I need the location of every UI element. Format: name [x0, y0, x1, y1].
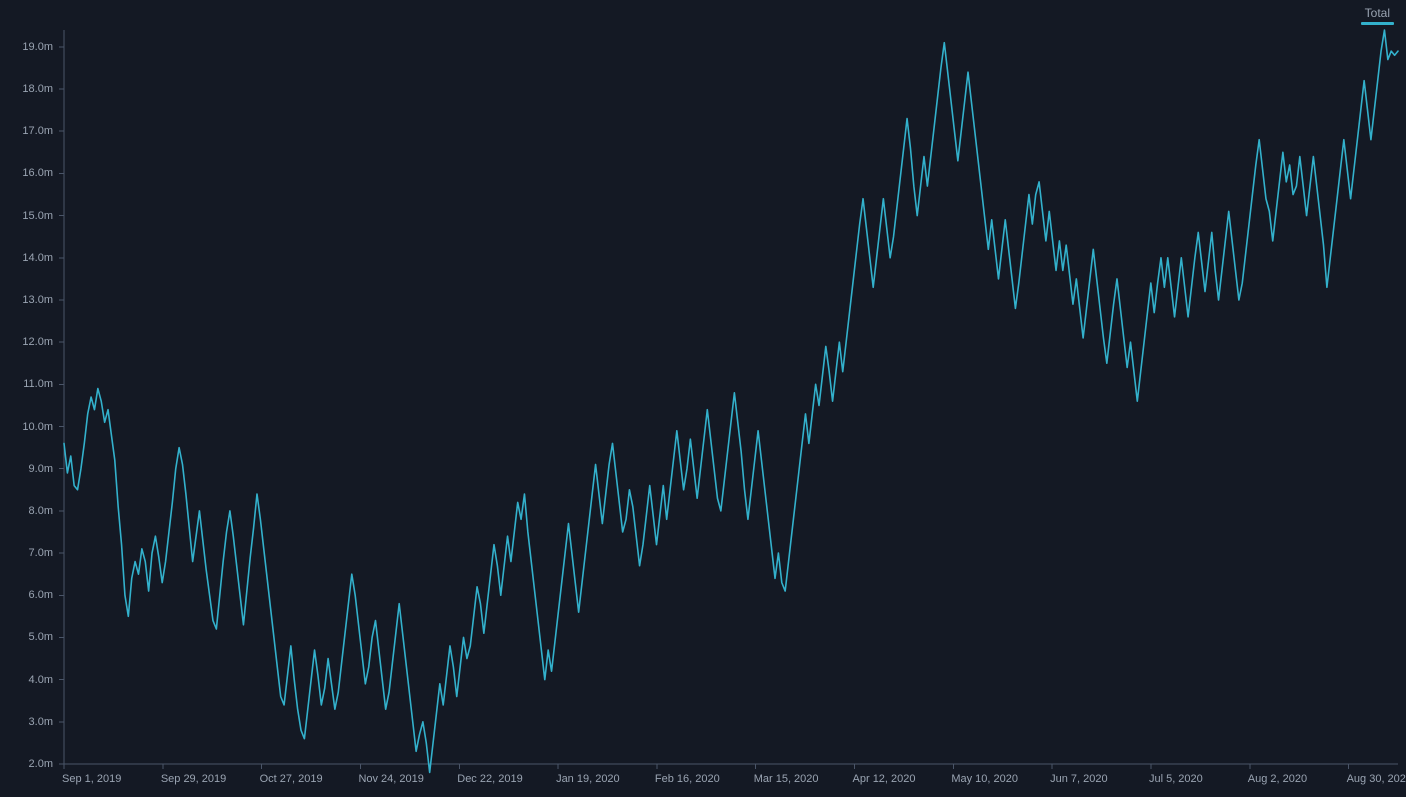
y-axis-tick-label: 7.0m — [0, 547, 53, 559]
x-axis-tick-label: Jun 7, 2020 — [1050, 773, 1108, 785]
y-axis-tick-label: 5.0m — [0, 631, 53, 643]
y-axis-tick-label: 16.0m — [0, 167, 53, 179]
x-axis-tick-label: Jul 5, 2020 — [1149, 773, 1203, 785]
y-axis-tick-label: 9.0m — [0, 463, 53, 475]
y-axis-tick-label: 10.0m — [0, 421, 53, 433]
chart-canvas — [0, 0, 1406, 797]
y-axis-tick-label: 11.0m — [0, 378, 53, 390]
timeseries-chart: Total 2.0m 3.0m 4.0m 5.0m 6.0m 7.0m 8.0m 9.0m 10… — [0, 0, 1406, 797]
y-axis-tick-label: 6.0m — [0, 589, 53, 601]
y-axis-tick-label: 19.0m — [0, 41, 53, 53]
x-axis-tick-label: May 10, 2020 — [951, 773, 1018, 785]
y-axis-tick-label: 12.0m — [0, 336, 53, 348]
x-axis-tick-label: Sep 29, 2019 — [161, 773, 226, 785]
legend-swatch — [1361, 22, 1394, 25]
y-axis-tick-label: 17.0m — [0, 125, 53, 137]
y-axis-tick-label: 14.0m — [0, 252, 53, 264]
x-axis-tick-label: Apr 12, 2020 — [853, 773, 916, 785]
chart-legend: Total — [1361, 6, 1394, 25]
x-axis-tick-label: Oct 27, 2019 — [260, 773, 323, 785]
x-axis-tick-label: Nov 24, 2019 — [358, 773, 423, 785]
y-axis-tick-label: 2.0m — [0, 758, 53, 770]
y-axis-tick-label: 18.0m — [0, 83, 53, 95]
y-axis-tick-label: 13.0m — [0, 294, 53, 306]
x-axis-tick-label: Mar 15, 2020 — [754, 773, 819, 785]
x-axis-tick-label: Sep 1, 2019 — [62, 773, 121, 785]
x-axis-tick-label: Dec 22, 2019 — [457, 773, 522, 785]
legend-label: Total — [1361, 6, 1394, 22]
y-axis-tick-label: 3.0m — [0, 716, 53, 728]
x-axis-tick-label: Aug 30, 2020 — [1347, 773, 1406, 785]
x-axis-tick-label: Jan 19, 2020 — [556, 773, 620, 785]
y-axis-tick-label: 4.0m — [0, 674, 53, 686]
x-axis-tick-label: Feb 16, 2020 — [655, 773, 720, 785]
y-axis-tick-label: 15.0m — [0, 210, 53, 222]
legend-item-total[interactable]: Total — [1361, 6, 1394, 25]
x-axis-tick-label: Aug 2, 2020 — [1248, 773, 1307, 785]
y-axis-tick-label: 8.0m — [0, 505, 53, 517]
